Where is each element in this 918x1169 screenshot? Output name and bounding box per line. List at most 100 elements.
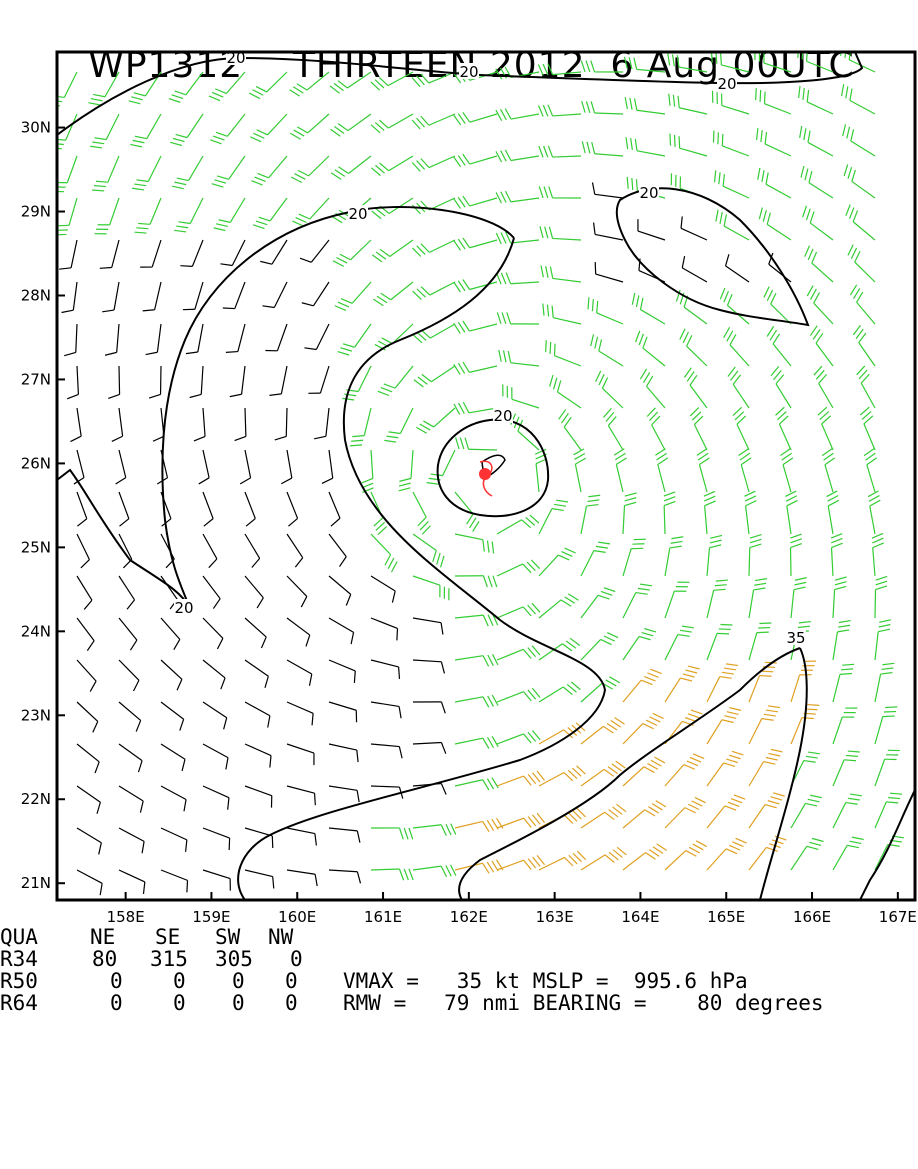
wind-barb (290, 114, 329, 139)
wind-barb (850, 285, 875, 324)
wind-barb (119, 786, 143, 813)
wind-barb (223, 282, 245, 309)
wind-barb (212, 156, 245, 187)
wind-barb (707, 708, 741, 744)
wind-barb (77, 618, 94, 651)
wind-barb (582, 101, 623, 114)
wind-barb (413, 743, 446, 754)
wind-barb (757, 128, 791, 156)
wind-barb (539, 500, 568, 534)
wind-barb (371, 156, 413, 176)
wind-barb (275, 408, 287, 440)
rmw-unit: nmi (482, 991, 520, 1015)
wind-barb (670, 134, 707, 156)
wind-barb (350, 408, 371, 446)
lat-label: 29N (21, 203, 51, 221)
wind-barb (833, 708, 857, 744)
lat-label: 26N (21, 454, 51, 472)
wind-barb (833, 751, 860, 786)
wind-barb (119, 576, 135, 609)
wind-barb (707, 838, 747, 870)
wind-barb (714, 170, 749, 198)
wind-barb (199, 450, 209, 484)
wind-barb (413, 865, 456, 877)
wind-barb (539, 594, 578, 618)
r64-se: 0 (173, 992, 186, 1014)
r64-row: R64 0 0 0 0 RMW = 79 nmi BEARING = 80 de… (0, 992, 51, 1014)
wind-barb (581, 804, 626, 828)
wind-barb (875, 576, 887, 618)
wind-barb (203, 702, 227, 729)
wind-barb (77, 828, 101, 854)
rmw-value: 79 (444, 991, 469, 1015)
lon-label: 165E (707, 908, 745, 926)
wind-barb (800, 126, 833, 156)
wind-barb (805, 246, 833, 282)
wind-barb (92, 156, 119, 191)
wind-barb (623, 757, 665, 786)
wind-barb (226, 324, 245, 352)
wind-barb (497, 273, 539, 285)
wind-barb (454, 112, 497, 125)
wind-barb (413, 702, 445, 713)
wind-barb (399, 450, 413, 491)
wind-barb (539, 766, 585, 786)
wind-barb (77, 492, 87, 526)
wind-barb (413, 282, 455, 299)
wind-barb (623, 844, 667, 870)
wind-barb (373, 282, 413, 306)
wind-barb (539, 105, 581, 117)
wind-barb (174, 198, 203, 232)
wind-barb (119, 660, 139, 691)
wind-barb (161, 828, 187, 852)
wind-barb (875, 750, 900, 786)
wind-barb (596, 371, 623, 408)
wind-barb (203, 660, 225, 689)
wind-barb (287, 786, 315, 805)
wind-barb (455, 614, 498, 626)
wind-barb (290, 72, 329, 96)
contour-label: 20 (639, 184, 658, 202)
wind-barb (371, 492, 387, 535)
wind-barb (497, 855, 545, 870)
wind-barb (581, 633, 618, 660)
wind-barb (749, 793, 785, 828)
wind-barb (329, 744, 358, 762)
wind-barb (161, 786, 186, 811)
wind-barb (413, 492, 431, 534)
wind-barb (626, 137, 665, 156)
vmax-readout: VMAX = 35 kt MSLP = 995.6 hPa (343, 970, 748, 992)
wind-barb (322, 450, 333, 483)
wind-barb (707, 580, 728, 618)
lat-label: 23N (21, 706, 51, 724)
wind-barb (713, 131, 749, 156)
wind-barb (707, 535, 722, 576)
wind-barb (119, 492, 129, 526)
wind-barb (260, 240, 287, 264)
wind-barb (203, 492, 213, 526)
wind-barb (161, 618, 180, 650)
wind-barb (625, 97, 665, 114)
wind-barb (119, 828, 144, 853)
wind-barb (496, 191, 539, 203)
wind-barb (149, 366, 161, 398)
wind-barb (664, 492, 676, 534)
wind-barb (88, 72, 119, 105)
wind-barb (455, 818, 503, 831)
wind-barb (639, 259, 665, 282)
vmax-unit: kt (495, 969, 520, 993)
wind-barb (791, 661, 816, 702)
wind-barb (581, 761, 625, 786)
wind-barb (287, 828, 316, 846)
wind-barb (180, 240, 203, 266)
wind-barb (245, 492, 255, 526)
wind-barb (539, 851, 586, 870)
quadrant-se: SE (155, 926, 180, 948)
wind-barb (416, 408, 455, 433)
wind-barb (287, 492, 298, 526)
wind-barb (655, 449, 667, 492)
wind-barb (595, 262, 623, 282)
r50-label: R50 (0, 970, 38, 992)
wind-barb (720, 288, 749, 324)
lat-label: 21N (21, 874, 51, 892)
